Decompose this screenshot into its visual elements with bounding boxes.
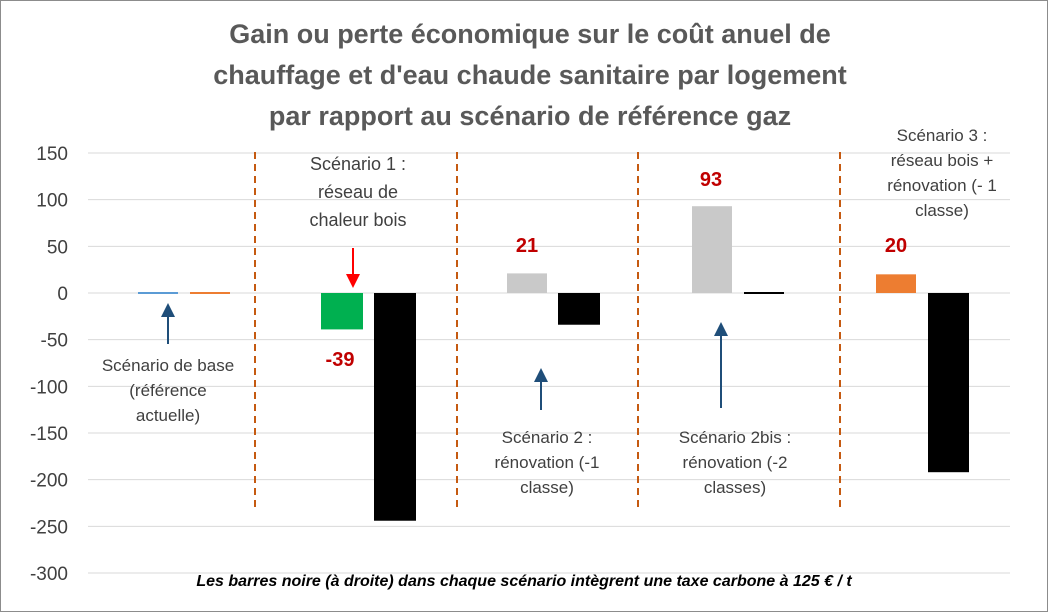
bar-g4-left xyxy=(876,274,916,293)
chart-title-line-3: par rapport au scénario de référence gaz xyxy=(268,101,792,131)
y-tick-label: 150 xyxy=(36,144,68,165)
data-label: 93 xyxy=(700,169,722,191)
arrow-scenario-2bis-head xyxy=(714,322,728,336)
scenario-annotation-0: (référence xyxy=(129,381,206,400)
data-label: 20 xyxy=(885,235,907,257)
scenario-annotation-4: Scénario 3 : xyxy=(897,126,988,145)
bar-g0-left xyxy=(138,292,178,294)
y-tick-label: 0 xyxy=(57,284,68,305)
y-tick-label: -150 xyxy=(30,424,68,445)
scenario-annotation-3: classes) xyxy=(704,478,766,497)
scenario-annotation-0: Scénario de base xyxy=(102,356,234,375)
chart-title: Gain ou perte économique sur le coût anu… xyxy=(120,14,940,137)
y-tick-label: -100 xyxy=(30,377,68,398)
y-tick-label: 50 xyxy=(47,237,68,258)
y-tick-label: -300 xyxy=(30,564,68,585)
scenario-annotation-2: classe) xyxy=(520,478,574,497)
bar-g1-right xyxy=(374,293,416,521)
arrow-scenario-2-head xyxy=(534,368,548,382)
footnote: Les barres noire (à droite) dans chaque … xyxy=(196,573,852,590)
scenario-annotation-1: chaleur bois xyxy=(309,210,406,230)
bar-g3-left xyxy=(692,206,732,293)
scenario-annotation-3: rénovation (-2 xyxy=(683,453,788,472)
scenario-annotation-4: classe) xyxy=(915,201,969,220)
data-label: -39 xyxy=(326,349,355,371)
scenario-annotation-4: réseau bois + xyxy=(891,151,994,170)
chart-title-line-1: Gain ou perte économique sur le coût anu… xyxy=(229,19,831,49)
chart-title-line-2: chauffage et d'eau chaude sanitaire par … xyxy=(213,60,847,90)
scenario-annotation-4: rénovation (- 1 xyxy=(887,176,997,195)
y-tick-label: -200 xyxy=(30,471,68,492)
bar-g3-right xyxy=(744,292,784,294)
bar-g2-right xyxy=(558,293,600,325)
bar-g0-right xyxy=(190,292,230,294)
scenario-annotation-2: rénovation (-1 xyxy=(495,453,600,472)
scenario-annotation-1: réseau de xyxy=(318,182,398,202)
y-tick-label: 100 xyxy=(36,191,68,212)
bar-g1-left xyxy=(321,293,363,330)
bar-g4-right xyxy=(928,293,969,473)
scenario-annotation-3: Scénario 2bis : xyxy=(679,428,791,447)
data-label: 21 xyxy=(516,235,538,257)
arrow-scenario-base-head xyxy=(161,303,175,317)
y-tick-label: -250 xyxy=(30,517,68,538)
scenario-annotation-2: Scénario 2 : xyxy=(502,428,593,447)
bar-g2-left xyxy=(507,273,547,293)
y-tick-label: -50 xyxy=(41,331,68,352)
arrow-scenario-1-head xyxy=(346,274,360,288)
scenario-annotation-1: Scénario 1 : xyxy=(310,154,406,174)
scenario-annotation-0: actuelle) xyxy=(136,406,200,425)
